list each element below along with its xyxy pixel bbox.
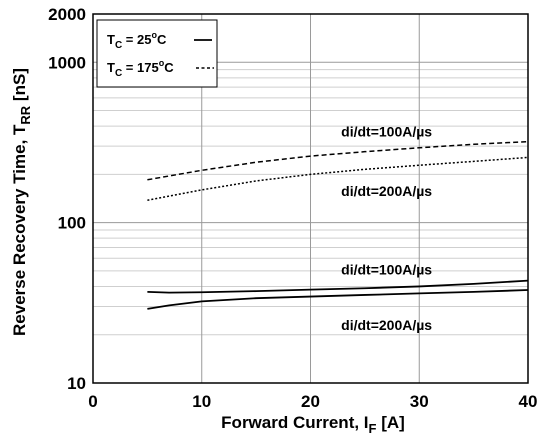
y-tick-label: 1000 xyxy=(48,53,86,72)
legend-entry-25c: TC = 25oC xyxy=(107,30,167,51)
y-tick-label: 10 xyxy=(67,374,86,393)
annotation-label: di/dt=200A/µs xyxy=(341,183,432,199)
x-tick-label: 20 xyxy=(301,392,320,411)
series-line-175c-200 xyxy=(147,156,529,201)
x-tick-label: 10 xyxy=(192,392,211,411)
y-tick-label: 2000 xyxy=(48,5,86,24)
x-tick-label: 0 xyxy=(88,392,97,411)
x-tick-labels: 0 10 20 30 40 xyxy=(88,392,537,411)
annotations: di/dt=100A/µs di/dt=200A/µs di/dt=100A/µs d… xyxy=(341,124,432,333)
y-tick-label: 100 xyxy=(58,214,86,233)
x-tick-label: 40 xyxy=(519,392,538,411)
x-tick-label: 30 xyxy=(410,392,429,411)
annotation-label: di/dt=100A/µs xyxy=(341,124,432,140)
x-axis-title: Forward Current, IF [A] xyxy=(221,413,405,436)
plot-frame xyxy=(92,13,529,384)
y-tick-labels: 10 100 1000 2000 xyxy=(48,5,86,393)
series-line-25c-200 xyxy=(147,289,529,310)
annotation-label: di/dt=100A/µs xyxy=(341,262,432,278)
annotation-label: di/dt=200A/µs xyxy=(341,317,432,333)
legend: TC = 25oC TC = 175oC xyxy=(96,19,218,88)
legend-box xyxy=(96,19,218,88)
legend-entry-175c: TC = 175oC xyxy=(107,58,174,79)
series-line-25c-100 xyxy=(147,279,529,294)
y-axis-title: Reverse Recovery Time, TRR [nS] xyxy=(10,68,33,336)
series-layer xyxy=(147,140,529,310)
series-line-175c-100 xyxy=(147,140,529,181)
